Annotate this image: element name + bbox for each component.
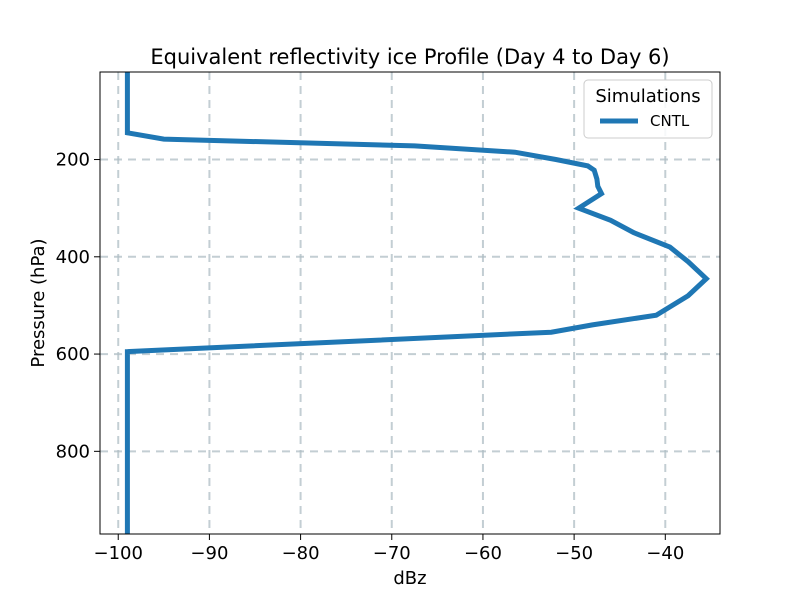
x-axis-label: dBz <box>393 568 426 589</box>
x-tick-label: −90 <box>190 543 228 564</box>
x-tick-label: −50 <box>555 543 593 564</box>
x-tick-label: −70 <box>373 543 411 564</box>
series-layer <box>124 72 710 534</box>
x-axis-ticks: −100 −90 −80 −70 −60 −50 −40 <box>94 534 684 564</box>
series-line-cntl <box>124 72 710 534</box>
y-tick-label: 800 <box>56 441 90 462</box>
plot-frame <box>99 71 721 535</box>
grid <box>100 72 720 534</box>
y-tick-label: 200 <box>56 150 90 171</box>
x-tick-label: −80 <box>282 543 320 564</box>
legend-title: Simulations <box>595 86 700 107</box>
x-tick-label: −60 <box>464 543 502 564</box>
x-tick-label: −100 <box>94 543 143 564</box>
legend: Simulations CNTL <box>583 79 713 139</box>
legend-label: CNTL <box>650 112 690 130</box>
x-tick-label: −40 <box>646 543 684 564</box>
chart-title: Equivalent reflectivity ice Profile (Day… <box>150 45 669 69</box>
plot-area <box>100 72 720 534</box>
y-axis-label: Pressure (hPa) <box>28 238 49 367</box>
y-tick-label: 400 <box>56 247 90 268</box>
y-axis-ticks: 200 400 600 800 <box>56 150 100 462</box>
y-tick-label: 600 <box>56 344 90 365</box>
